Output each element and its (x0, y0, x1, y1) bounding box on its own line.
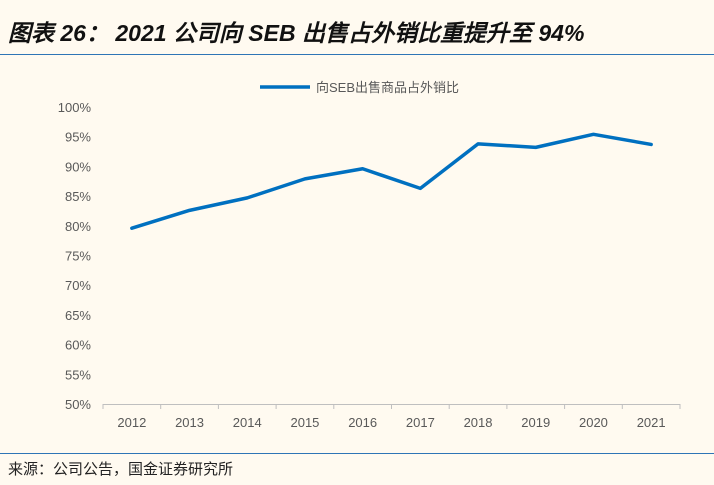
y-tick-label: 85% (65, 189, 91, 204)
y-tick-label: 95% (65, 130, 91, 145)
y-tick-label: 100% (58, 100, 92, 115)
x-tick-label: 2016 (348, 415, 377, 430)
title-divider (0, 54, 714, 55)
figure-title: 图表 26： 2021 公司向 SEB 出售占外销比重提升至 94% (8, 20, 585, 46)
x-tick-label: 2019 (521, 415, 550, 430)
y-tick-label: 50% (65, 397, 91, 412)
x-tick-label: 2013 (175, 415, 204, 430)
y-tick-label: 80% (65, 219, 91, 234)
source-note: 来源：公司公告，国金证券研究所 (8, 461, 234, 478)
x-tick-label: 2021 (637, 415, 666, 430)
series-line (130, 132, 653, 230)
y-tick-label: 75% (65, 249, 91, 264)
x-tick-label: 2020 (579, 415, 608, 430)
source-divider (0, 453, 714, 454)
x-tick-label: 2015 (290, 415, 319, 430)
y-tick-label: 70% (65, 278, 91, 293)
y-tick-label: 60% (65, 338, 91, 353)
y-tick-label: 55% (65, 367, 91, 382)
x-tick-label: 2018 (464, 415, 493, 430)
legend-label: 向SEB出售商品占外销比 (316, 80, 459, 95)
x-tick-label: 2017 (406, 415, 435, 430)
y-tick-label: 65% (65, 308, 91, 323)
x-tick-label: 2014 (233, 415, 262, 430)
y-tick-label: 90% (65, 159, 91, 174)
x-tick-label: 2012 (117, 415, 146, 430)
